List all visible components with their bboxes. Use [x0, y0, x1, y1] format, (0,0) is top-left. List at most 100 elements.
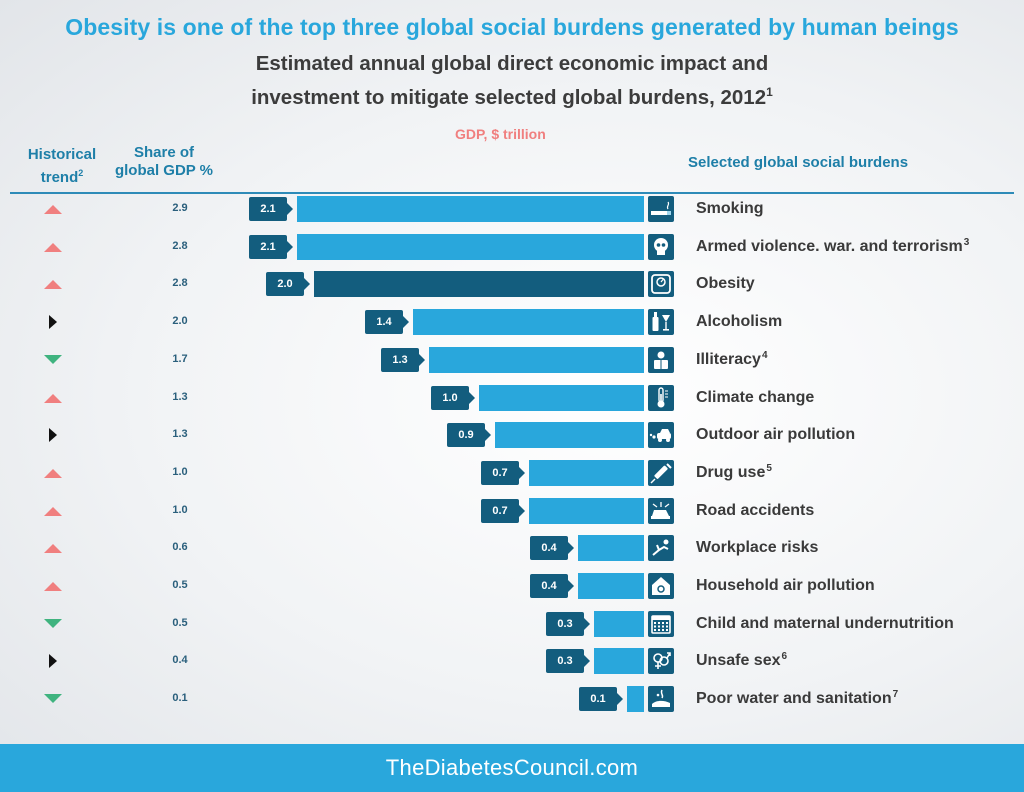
burden-name: Poor water and sanitation [696, 690, 892, 708]
bar-value-label: 2.0 [266, 272, 310, 297]
bar-value-label: 1.4 [365, 310, 409, 335]
table-row: 0.6 0.4 Workplace risks [0, 531, 1024, 565]
burden-label: Armed violence. war. and terrorism3 [696, 236, 970, 256]
gdp-share-value: 1.0 [172, 465, 188, 478]
trend-up-icon [42, 202, 64, 216]
gdp-share-header: Share of global GDP % [112, 144, 216, 180]
burden-name: Child and maternal undernutrition [696, 614, 954, 632]
footer-bar: TheDiabetesCouncil.com [0, 744, 1024, 792]
trend-header-line-1: Historical [27, 146, 97, 163]
burden-label: Alcoholism [696, 313, 782, 331]
table-row: 2.9 2.1 Smoking [0, 192, 1024, 226]
subtitle-footnote: 1 [766, 85, 773, 99]
bar [297, 233, 644, 260]
bar-value-label: 2.1 [249, 234, 293, 259]
gdp-share-value: 1.3 [172, 390, 188, 403]
trend-up-icon [42, 504, 64, 518]
table-row: 0.1 0.1 Poor water and sanitation7 [0, 682, 1024, 716]
footer-site-name: TheDiabetesCouncil.com [385, 755, 639, 780]
burden-name: Household air pollution [696, 577, 875, 594]
gdp-share-value: 1.3 [172, 428, 188, 441]
table-row: 2.8 2.0 Obesity [0, 267, 1024, 301]
burden-name: Alcoholism [696, 313, 783, 331]
burden-label: Outdoor air pollution [696, 426, 855, 444]
burden-name: Obesity [696, 275, 755, 293]
table-row: 1.0 0.7 Drug use5 [0, 456, 1024, 490]
gdp-share-value: 0.5 [172, 616, 188, 629]
historical-trend-header: Historical trend2 [14, 146, 110, 187]
burden-name: Workplace risks [696, 539, 819, 557]
bar-value-label: 1.3 [381, 347, 425, 372]
bar [594, 648, 644, 675]
gender-symbols-icon [648, 648, 674, 675]
bar [578, 573, 644, 599]
bar-value-label: 2.1 [249, 197, 293, 221]
trend-up-icon [42, 391, 64, 405]
trend-down-icon [42, 692, 64, 706]
bar-value-label: 0.4 [530, 574, 574, 598]
burden-footnote: 3 [963, 236, 970, 248]
burden-label: Smoking [696, 200, 764, 218]
burden-name: Road accidents [696, 501, 815, 519]
burden-name: Smoking [696, 200, 764, 217]
bar-value-label: 0.3 [546, 611, 590, 636]
burden-name: Climate change [696, 388, 815, 406]
burden-name: Armed violence. war. and terrorism [696, 237, 963, 255]
subtitle-line-2: investment to mitigate selected global b… [0, 78, 1024, 112]
burden-name: Illiteracy [696, 350, 761, 368]
gdp-share-value: 2.8 [172, 239, 188, 252]
burden-label: Drug use5 [696, 462, 772, 482]
table-row: 1.0 0.7 Road accidents [0, 494, 1024, 528]
burden-label: Road accidents [696, 502, 814, 520]
table-row: 1.3 0.9 Outdoor air pollution [0, 418, 1024, 452]
table-row: 0.5 0.4 Household air pollution [0, 569, 1024, 603]
trend-flat-icon [42, 315, 64, 330]
gdp-share-value: 0.1 [172, 692, 188, 705]
bar-value-label: 0.7 [481, 498, 525, 523]
bar [297, 196, 644, 222]
reader-icon [648, 346, 674, 373]
syringe-icon [648, 459, 674, 486]
share-header-line-2: global GDP % [114, 162, 214, 179]
burden-label: Climate change [696, 389, 814, 407]
trend-down-icon [42, 353, 64, 367]
table-row: 0.5 0.3 Child and maternal undernutrition [0, 607, 1024, 641]
bar [495, 422, 644, 449]
gdp-share-value: 1.7 [172, 352, 188, 365]
page-title: Obesity is one of the top three global s… [65, 14, 959, 40]
burden-footnote: 7 [892, 689, 899, 701]
calendar-icon [648, 610, 674, 637]
bottle-glass-icon [648, 309, 674, 336]
burden-name: Outdoor air pollution [696, 426, 856, 444]
trend-header-footnote: 2 [78, 168, 84, 178]
bar [578, 535, 644, 562]
bar-value-label: 0.9 [447, 423, 491, 448]
bar [627, 686, 644, 713]
gdp-share-value: 2.0 [172, 315, 188, 328]
bar [479, 384, 644, 411]
trend-up-icon [42, 541, 64, 555]
thermometer-icon [648, 384, 674, 411]
bar-value-label: 0.3 [546, 649, 590, 674]
subtitle-line-1: Estimated annual global direct economic … [255, 52, 769, 75]
trend-up-icon [42, 579, 64, 593]
burden-label: Poor water and sanitation7 [696, 689, 899, 708]
header-divider [10, 192, 1014, 194]
skull-mask-icon [648, 233, 674, 260]
table-row: 1.3 1.0 Climate change [0, 381, 1024, 415]
trend-up-icon [42, 277, 64, 291]
trend-up-icon [42, 466, 64, 480]
burdens-header: Selected global social burdens [688, 154, 909, 171]
bar-value-label: 0.7 [481, 460, 525, 485]
car-crash-icon [648, 497, 674, 524]
trend-flat-icon [42, 428, 64, 443]
trend-flat-icon [42, 654, 64, 669]
trend-down-icon [42, 617, 64, 631]
burden-footnote: 6 [781, 651, 788, 663]
burden-footnote: 5 [766, 462, 772, 474]
gdp-share-value: 1.0 [172, 503, 188, 516]
gdp-share-value: 2.9 [172, 202, 188, 214]
falling-worker-icon [648, 535, 674, 562]
gdp-share-value: 0.6 [172, 541, 188, 554]
burden-label: Workplace risks [696, 539, 818, 557]
